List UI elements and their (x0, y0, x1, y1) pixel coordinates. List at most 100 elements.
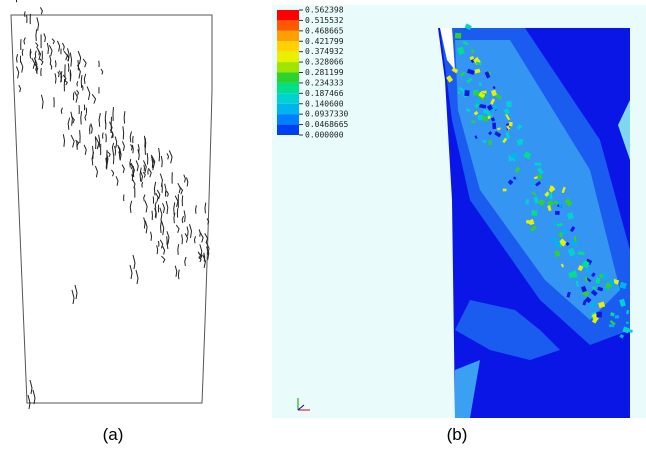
contour-speck (495, 93, 503, 100)
crack (143, 194, 146, 202)
crack (111, 169, 115, 177)
crack (34, 58, 36, 65)
crack (43, 33, 46, 43)
crack-pattern (15, 0, 210, 410)
contour-speck (466, 77, 473, 84)
contour-speck (536, 173, 543, 180)
crack (181, 215, 184, 224)
contour-speck (487, 115, 491, 119)
contour-speck (548, 186, 556, 193)
crack (46, 42, 49, 55)
crack (129, 264, 133, 280)
panel-a (10, 0, 213, 410)
legend-swatch (277, 124, 299, 135)
crack (105, 133, 107, 143)
crack (40, 94, 44, 109)
contour-speck (566, 291, 571, 298)
contour-speck (505, 113, 511, 121)
crack (39, 58, 44, 66)
contour-speck (584, 276, 588, 283)
crack (173, 202, 176, 216)
contour-speck (531, 210, 538, 216)
crack (74, 284, 78, 300)
contour-speck (474, 135, 478, 140)
crack (94, 136, 97, 149)
crack (32, 389, 36, 405)
contour-speck (506, 101, 512, 108)
crack (109, 129, 114, 139)
crack (174, 265, 178, 277)
contour-speck (530, 225, 537, 232)
crack (168, 150, 173, 164)
contour-speck (490, 89, 498, 97)
crack (29, 51, 32, 59)
crack (198, 252, 203, 260)
legend-swatch (277, 103, 299, 115)
contour-speck (537, 198, 546, 206)
crack (158, 147, 161, 162)
crack (137, 144, 140, 154)
contour-speck (500, 151, 503, 155)
crack (143, 217, 146, 229)
legend-swatch (277, 62, 299, 73)
crack (84, 113, 87, 121)
legend-label: 0.187466 (305, 89, 344, 98)
contour-speck (547, 205, 552, 212)
crack (63, 79, 68, 86)
crack (121, 164, 125, 173)
contour-speck (488, 131, 493, 136)
contour-speck (619, 281, 627, 290)
crack (154, 207, 157, 218)
contour-speck (464, 23, 472, 31)
contour-speck (471, 120, 476, 124)
contour-speck (591, 316, 599, 324)
contour-speck (464, 90, 470, 97)
crack (81, 85, 84, 91)
contour-speck (554, 241, 561, 248)
crack (174, 195, 179, 208)
contour-speck (561, 186, 566, 194)
crack (29, 379, 33, 395)
contour-speck (572, 270, 578, 278)
contour-speck (506, 125, 511, 131)
contour-speck (585, 267, 590, 274)
crack (177, 244, 180, 255)
contour-speck (580, 285, 587, 293)
contour-speck (478, 91, 486, 99)
crack (24, 11, 26, 17)
contour-speck (610, 312, 615, 317)
contour-speck (596, 311, 602, 318)
contour-speck (478, 82, 483, 87)
legend-label: 0.468665 (305, 26, 344, 35)
contour-speck (502, 137, 508, 144)
crack (77, 60, 80, 71)
contour-speck (625, 321, 629, 325)
contour-speck (614, 315, 620, 319)
contour-speck (605, 281, 612, 289)
crack (50, 64, 53, 70)
crack (131, 144, 134, 154)
contour-speck (459, 71, 466, 77)
contour-speck (590, 289, 598, 297)
contour-speck (486, 104, 494, 111)
crack (95, 136, 100, 150)
crack (112, 150, 115, 165)
legend-swatch (277, 51, 299, 63)
contour-speck (490, 117, 496, 122)
crack (36, 47, 42, 61)
contour-speck (577, 264, 584, 272)
crack (48, 45, 53, 57)
contour-speck (475, 61, 482, 66)
crack (20, 60, 24, 73)
crack (100, 68, 104, 75)
crack (90, 123, 93, 134)
contour-speck (536, 167, 544, 175)
crack (33, 63, 38, 70)
legend-swatch (277, 93, 299, 104)
contour-speck (492, 122, 497, 130)
contour-speck (626, 309, 630, 315)
contour-speck (568, 250, 576, 257)
